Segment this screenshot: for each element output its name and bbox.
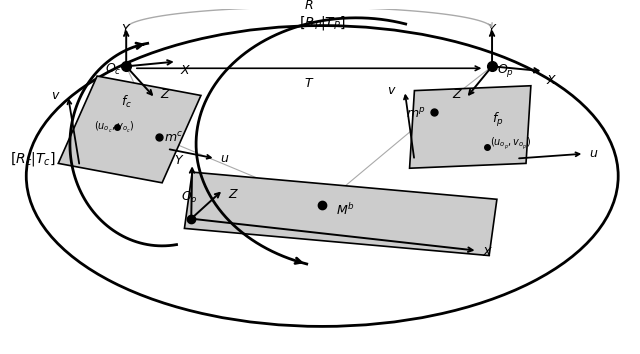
Text: $X$: $X$ — [180, 64, 191, 78]
Text: $v$: $v$ — [51, 89, 60, 102]
Text: $X$: $X$ — [547, 74, 557, 87]
Text: $M^b$: $M^b$ — [336, 202, 355, 218]
Polygon shape — [58, 76, 201, 183]
Text: $O_c$: $O_c$ — [105, 62, 122, 76]
Text: $Y$: $Y$ — [487, 23, 497, 36]
Text: $T$: $T$ — [304, 77, 314, 90]
Text: $Z$: $Z$ — [452, 88, 463, 101]
Text: $(u_{o_c}, v_{o_c})$: $(u_{o_c}, v_{o_c})$ — [95, 120, 134, 135]
Text: $Z$: $Z$ — [160, 88, 172, 101]
Text: $X$: $X$ — [483, 246, 493, 259]
Text: $m^p$: $m^p$ — [406, 107, 426, 121]
Polygon shape — [410, 86, 531, 168]
Text: $R$: $R$ — [305, 0, 314, 12]
Text: $Z$: $Z$ — [228, 188, 239, 201]
Text: $Y$: $Y$ — [121, 23, 131, 36]
Text: $v$: $v$ — [387, 84, 397, 97]
Text: $(u_{o_p}, v_{o_p})$: $(u_{o_p}, v_{o_p})$ — [490, 136, 531, 152]
Text: $Y$: $Y$ — [174, 154, 184, 167]
Text: $O_p$: $O_p$ — [497, 62, 514, 79]
Text: $[R_c|T_c]$: $[R_c|T_c]$ — [10, 149, 56, 167]
Text: $O_o$: $O_o$ — [181, 190, 198, 205]
Text: $m^c$: $m^c$ — [164, 131, 184, 145]
Text: $u$: $u$ — [220, 152, 230, 165]
Text: $u$: $u$ — [589, 147, 598, 160]
Text: $f_p$: $f_p$ — [492, 111, 504, 129]
Text: $f_c$: $f_c$ — [121, 94, 132, 110]
Text: $[R_P|T_P]$: $[R_P|T_P]$ — [299, 14, 346, 32]
Polygon shape — [184, 172, 497, 256]
